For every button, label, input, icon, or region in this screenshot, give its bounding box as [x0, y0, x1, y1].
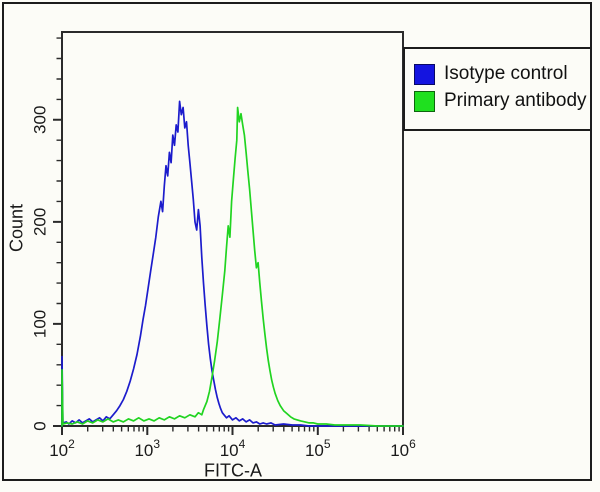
legend-item-primary-antibody: Primary antibody	[414, 90, 587, 112]
x-tick-label: 105	[305, 437, 331, 460]
y-tick-label: 300	[31, 106, 50, 134]
legend-swatch-blue-icon	[414, 63, 435, 85]
x-tick-label: 103	[134, 437, 160, 460]
x-tick-label: 106	[390, 437, 416, 460]
major-ticks	[53, 118, 404, 435]
series-isotype-control	[61, 100, 404, 427]
x-axis-title: FITC-A	[204, 460, 262, 481]
legend-label-isotype-control: Isotype control	[444, 63, 568, 84]
legend-swatch-green-icon	[414, 90, 435, 112]
y-tick-label: 200	[31, 208, 50, 236]
legend: Isotype control Primary antibody	[403, 47, 592, 131]
legend-item-isotype-control: Isotype control	[414, 63, 568, 85]
y-axis-title: Count	[6, 203, 27, 253]
plot-frame	[61, 31, 404, 427]
minor-ticks	[56, 37, 400, 432]
y-tick-label: 100	[31, 310, 50, 338]
x-tick-label: 104	[220, 437, 246, 460]
legend-label-primary-antibody: Primary antibody	[444, 90, 587, 111]
y-tick-label: 0	[31, 421, 50, 430]
x-tick-label: 102	[49, 437, 75, 460]
series-primary-antibody	[61, 106, 404, 427]
